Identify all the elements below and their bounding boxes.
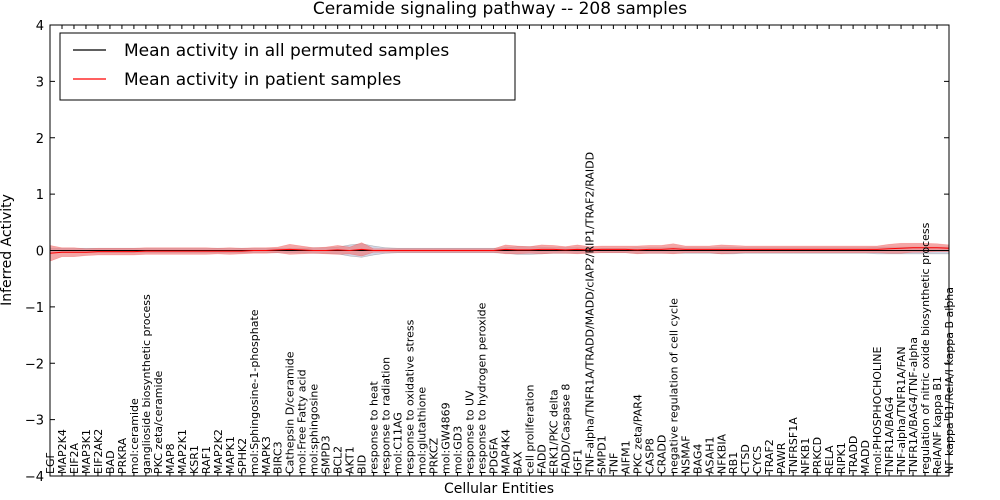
y-tick-label: −2 <box>25 357 44 372</box>
entity-label: MADD <box>859 440 872 474</box>
entity-label: TNF-alpha/TNFR1A/FAN <box>895 346 908 475</box>
y-axis-label: Inferred Activity <box>0 194 15 306</box>
entity-label: EIF2A <box>68 442 81 474</box>
entity-label: mol:PHOSPHOCHOLINE <box>871 346 884 474</box>
entity-label: mol:GD3 <box>452 426 465 474</box>
entity-label: RELA <box>823 445 836 474</box>
entity-label: response to oxidative stress <box>404 319 417 474</box>
entity-label: CRADD <box>655 435 668 474</box>
y-tick-label: 1 <box>36 188 44 203</box>
entity-label: RAF1 <box>200 446 213 474</box>
chart-title: Ceramide signaling pathway -- 208 sample… <box>313 0 687 19</box>
entity-label: mol:C11AG <box>392 412 405 474</box>
entity-label: mol:sphingosine <box>308 384 321 474</box>
band-patient <box>49 242 950 262</box>
plot-frame <box>49 24 950 477</box>
entity-label: TNFRSF1A <box>787 417 800 475</box>
entity-label: FADD/Caspase 8 <box>559 384 572 474</box>
entity-label: mol:Free Fatty acid <box>296 369 309 474</box>
legend-label-patient: Mean activity in patient samples <box>124 70 401 90</box>
entity-label: CYCS <box>751 446 764 474</box>
series-line-patient <box>49 247 950 254</box>
entity-label: TRADD <box>847 436 860 475</box>
entity-label: ASAH1 <box>703 436 716 474</box>
entity-label: BID <box>356 455 369 474</box>
entity-label: PKC zeta/ceramide <box>152 370 165 474</box>
entity-label: response to hydrogen peroxide <box>476 302 489 474</box>
entity-label: ganglioside biosynthetic process <box>140 294 153 474</box>
legend: Mean activity in all permuted samples Me… <box>59 32 516 101</box>
entity-label: MAP4K4 <box>500 429 513 474</box>
x-axis-label: Cellular Entities <box>444 481 554 497</box>
y-tick-label: 2 <box>36 132 44 147</box>
entity-label: ERK1/PKC delta <box>547 389 560 474</box>
entity-label: TNF-alpha/TNFR1A/TRADD/MADD/cIAP2/RIP1/T… <box>583 152 596 475</box>
entity-label: PRKCD <box>811 437 824 474</box>
entity-label: CTSD <box>739 444 752 474</box>
entity-label: NFKBIA <box>715 433 728 474</box>
y-tick-label: 4 <box>36 19 44 34</box>
y-tick-label: −1 <box>25 301 44 316</box>
entity-label: AIFM1 <box>619 440 632 474</box>
entity-label: TNFR1A/BAG4 <box>883 396 896 475</box>
entity-label: MAP2K1 <box>176 429 189 474</box>
entity-label: KSR1 <box>188 445 201 474</box>
legend-label-permuted: Mean activity in all permuted samples <box>124 41 449 61</box>
entity-label: response to radiation <box>380 357 393 474</box>
entity-label: RB1 <box>727 452 740 474</box>
entity-label: EIF2AK2 <box>92 429 105 474</box>
entity-label: MAP2K2 <box>212 429 225 474</box>
entity-label: TNFR1A/BAG4/TNF-alpha <box>907 337 920 475</box>
entity-label: PDGFA <box>488 437 501 474</box>
entity-label: MAP3K1 <box>80 429 93 474</box>
entity-label: IGF1 <box>571 449 584 474</box>
entity-label: BAD <box>104 450 117 474</box>
entity-label: regulation of nitric oxide biosynthetic … <box>919 222 932 474</box>
entity-label: RelA/NF kappa B1 <box>931 376 944 474</box>
entity-label: PAWR <box>775 442 788 474</box>
legend-box <box>59 32 516 101</box>
entity-label: FADD <box>536 444 549 474</box>
entity-label: MAPK1 <box>224 436 237 474</box>
y-tick-label: 3 <box>36 75 44 90</box>
y-tick-label: −4 <box>25 470 44 485</box>
entity-label: PRKRA <box>116 437 129 474</box>
entity-label: SMPD1 <box>595 435 608 474</box>
entity-label: SPHK2 <box>236 438 249 474</box>
entity-label: BAX <box>512 451 525 474</box>
entity-label: TNF <box>607 453 620 475</box>
entity-label: BAG4 <box>691 444 704 474</box>
entity-label: MAP2K4 <box>56 429 69 474</box>
y-tick-label: −3 <box>25 414 44 429</box>
entity-label: PKC zeta/PAR4 <box>631 394 644 474</box>
entity-label: NSMAF <box>679 435 692 474</box>
entity-label: AKT1 <box>344 446 357 474</box>
entity-label: PRKCZ <box>428 437 441 474</box>
entity-label: MAP8 <box>164 443 177 474</box>
entity-label: Cathepsin D/ceramide <box>284 351 297 474</box>
entity-label: SMPD3 <box>320 435 333 474</box>
entity-label: BCL2 <box>332 446 345 474</box>
y-tick-label: 0 <box>36 245 44 260</box>
entity-label: mol:ceramide <box>128 398 141 474</box>
entity-label: mol:GW4869 <box>440 402 453 474</box>
entity-label: NFKB1 <box>799 438 812 474</box>
entity-label: BIRC3 <box>272 441 285 474</box>
entity-label: cell proliferation <box>524 384 537 474</box>
entity-label: CASP8 <box>643 438 656 474</box>
entity-label: mol:glutathione <box>416 387 429 474</box>
entity-label: MAPK3 <box>260 436 273 474</box>
entity-label: negative regulation of cell cycle <box>667 298 680 474</box>
entity-label: response to UV <box>464 390 477 474</box>
entity-label: TRAF2 <box>763 439 776 475</box>
entity-label: mol:Sphingosine-1-phosphate <box>248 309 261 474</box>
entity-label: RIPK1 <box>835 442 848 474</box>
entity-label: response to heat <box>368 381 381 474</box>
